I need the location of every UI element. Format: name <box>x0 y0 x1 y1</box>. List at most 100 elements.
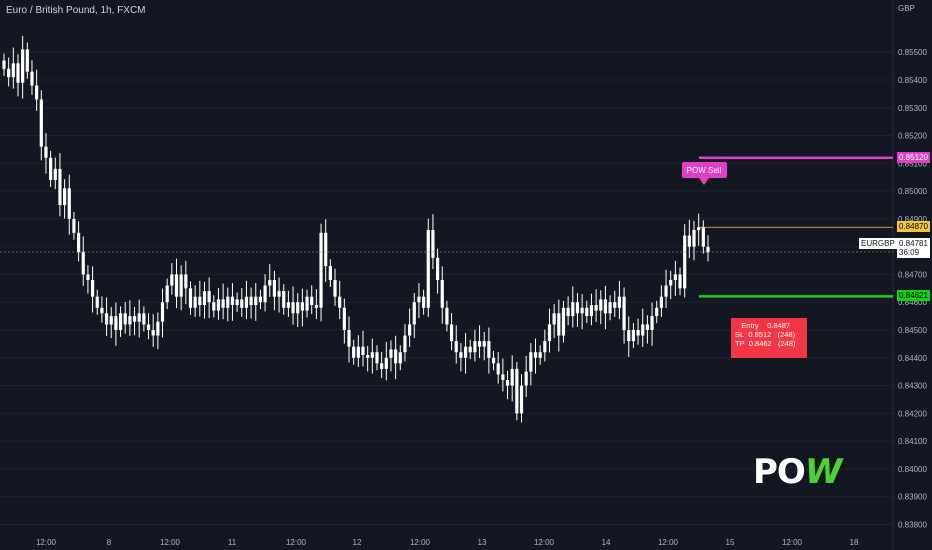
candle-body <box>701 227 705 247</box>
candle-body <box>687 235 691 247</box>
candle-body <box>571 302 575 317</box>
tp-value: 0.8462 <box>748 339 772 348</box>
candle-body <box>510 368 514 386</box>
candle-body <box>104 313 109 325</box>
sl-price-label: 0.85120 <box>897 151 930 163</box>
candle-body <box>575 302 580 314</box>
candle-body <box>589 305 594 317</box>
candle-body <box>272 280 277 297</box>
y-tick-label: 0.85000 <box>898 187 927 196</box>
candle-body <box>328 266 332 280</box>
candle-body <box>16 63 20 83</box>
candle-body <box>49 157 53 180</box>
candle-body <box>268 280 272 286</box>
candle-body <box>254 296 258 305</box>
candle-body <box>683 235 687 289</box>
entry-row: Entry 0.8487 <box>735 321 803 330</box>
candle-body <box>235 299 239 305</box>
candle-body <box>473 341 477 353</box>
y-tick-label: 0.85500 <box>898 48 927 57</box>
candle-body <box>566 307 570 317</box>
candle-body <box>240 299 244 308</box>
candle-body <box>417 296 421 303</box>
candle-body <box>529 352 533 372</box>
candle-body <box>501 374 505 380</box>
candle-body <box>627 330 631 342</box>
y-tick-label: 0.84900 <box>898 215 927 224</box>
candle-body <box>286 302 290 308</box>
candle-body <box>468 346 472 353</box>
candle-body <box>95 296 99 308</box>
candle-body <box>58 168 62 205</box>
candle-body <box>505 380 510 386</box>
candle-body <box>482 341 486 347</box>
candle-body <box>519 385 524 414</box>
candle-body <box>515 368 519 414</box>
candle-body <box>422 296 426 308</box>
candle-body <box>114 316 118 330</box>
candle-body <box>678 274 682 289</box>
candle-body <box>580 307 584 314</box>
x-tick-label: 12 <box>353 538 362 547</box>
candle-body <box>659 296 663 308</box>
candle-body <box>706 246 710 253</box>
candle-body <box>86 274 90 280</box>
y-tick-label: 0.84400 <box>898 354 927 363</box>
candle-body <box>394 349 398 364</box>
candle-body <box>30 71 34 86</box>
candle-body <box>39 99 43 147</box>
candle-body <box>347 330 351 347</box>
sl-pips: (248) <box>777 330 796 339</box>
candle-body <box>44 146 48 158</box>
tp-label: TP <box>735 339 745 348</box>
currency-label: GBP <box>898 4 915 13</box>
candle-body <box>188 288 193 308</box>
candle-body <box>445 307 449 325</box>
candle-body <box>561 307 566 336</box>
logo-po: PO <box>753 452 806 492</box>
candle-body <box>431 230 435 258</box>
candle-body <box>319 232 323 308</box>
candle-body <box>165 285 169 303</box>
candle-body <box>333 280 337 297</box>
entry-value: 0.8487 <box>767 321 791 330</box>
y-tick-label: 0.84100 <box>898 437 927 446</box>
sl-value: 0.8512 <box>748 330 772 339</box>
x-tick-label: 12:00 <box>658 538 679 547</box>
candle-body <box>389 349 393 358</box>
candle-body <box>90 280 95 297</box>
candle-body <box>184 274 188 289</box>
candle-body <box>608 302 612 314</box>
candle-body <box>202 291 207 305</box>
candle-body <box>491 357 496 364</box>
candle-body <box>603 299 608 314</box>
candle-body <box>585 307 589 317</box>
current-price-value: 0.84781 <box>899 239 928 248</box>
candle-body <box>25 49 29 72</box>
candle-body <box>650 316 654 330</box>
candle-body <box>655 307 659 317</box>
candle-body <box>21 49 25 83</box>
tp-row: TP 0.8462 (248) <box>735 339 803 348</box>
candle-body <box>81 252 85 275</box>
candle-body <box>408 324 412 336</box>
countdown: 36:09 <box>899 248 920 257</box>
y-tick-label: 0.84700 <box>898 270 927 279</box>
candle-body <box>547 324 552 342</box>
candle-body <box>35 85 39 100</box>
candle-body <box>622 296 626 330</box>
candle-body <box>370 352 374 358</box>
y-tick-label: 0.85300 <box>898 104 927 113</box>
candle-body <box>645 324 649 330</box>
candle-body <box>226 296 230 308</box>
candle-body <box>160 302 165 322</box>
x-tick-label: 12:00 <box>36 538 57 547</box>
candle-body <box>7 68 11 78</box>
candle-body <box>617 296 622 308</box>
candle-body <box>669 280 673 286</box>
candle-body <box>63 188 67 205</box>
candle-body <box>543 341 547 353</box>
candle-body <box>11 63 15 78</box>
candle-body <box>142 313 146 325</box>
